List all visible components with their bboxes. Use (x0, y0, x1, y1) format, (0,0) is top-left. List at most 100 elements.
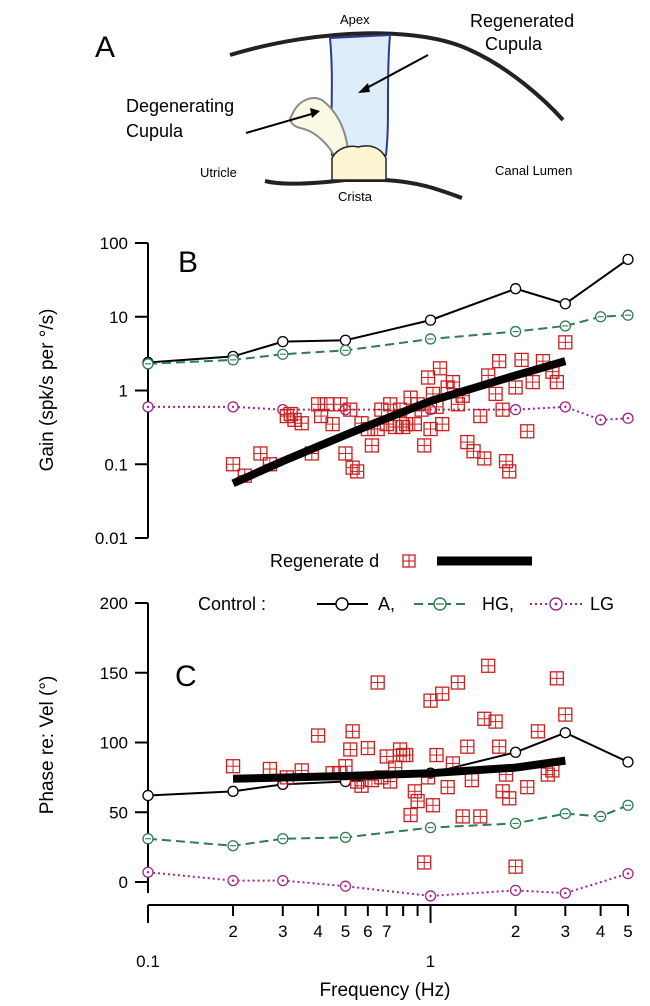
regenerated-point (360, 740, 375, 756)
regenerated-point (481, 658, 496, 673)
series-lg-point-mark (146, 871, 150, 874)
x-tick-label: 3 (561, 922, 570, 941)
series-lg-point-mark (599, 418, 602, 422)
regenerated-point (455, 809, 470, 824)
series-a-point (424, 314, 437, 326)
regenerated-point (435, 416, 450, 432)
series-lg-line (147, 871, 629, 897)
regenerated-point (473, 408, 488, 424)
panel-b-y-ticks: 100 10 1 0.1 0.01 (95, 234, 148, 548)
legend-lg-label: LG (590, 594, 614, 614)
legend-regenerated-marker (402, 554, 416, 568)
regenerated-point (350, 464, 365, 479)
legend-hg-label: HG, (482, 594, 514, 614)
regenerated-point (525, 374, 540, 390)
panel-b-gain-plot: B Gain (spk/s per °/s) 100 10 1 0.1 0.01 (37, 234, 634, 548)
degenerating-label-1: Degenerating (126, 96, 234, 116)
regenerated-point (420, 370, 436, 385)
x-tick-label: 6 (363, 922, 372, 941)
regenerated-point (473, 809, 488, 824)
regenerated-point (343, 402, 358, 417)
regenerated-point (294, 416, 309, 431)
y-tick-label: 10 (109, 308, 128, 327)
regenerated-label-1: Regenerated (470, 11, 574, 31)
series-lg-point-mark (626, 417, 630, 420)
regenerated-point (395, 419, 411, 435)
regenerated-point (435, 686, 450, 701)
series-a-point (509, 746, 522, 758)
regenerated-point (417, 438, 432, 453)
x-tick-label: 5 (341, 922, 350, 941)
canal-lumen-label: Canal Lumen (495, 163, 572, 178)
series-lg-point-mark (281, 879, 284, 882)
panel-c-y-ticks: 200 150 100 50 0 (100, 594, 148, 892)
regenerated-point (460, 739, 475, 754)
panel-a-schematic: A Apex Regenerated Cupula Degenerating C… (95, 11, 574, 204)
y-tick-label: 50 (109, 803, 128, 822)
regenerated-point (429, 747, 444, 763)
legend-a-marker (335, 597, 349, 611)
regenerated-point (333, 397, 348, 412)
regenerated-point (338, 446, 353, 461)
regenerated-point (558, 335, 573, 350)
series-lg-line (148, 405, 629, 421)
regenerated-point (440, 779, 455, 795)
regenerated-point (549, 671, 565, 686)
series-a-point (339, 334, 352, 346)
series-a-point (559, 298, 571, 310)
y-tick-label: 0 (119, 873, 128, 892)
regenerated-point (495, 402, 510, 417)
panel-c-x-ticks: 0.12 3 4 5 6 712 3 4 5 (136, 905, 633, 971)
regenerated-point (530, 724, 546, 739)
series-lg-point-mark (514, 408, 517, 411)
series-lg-point-mark (626, 872, 630, 875)
series-a-point (622, 253, 634, 266)
regenerated-point (343, 742, 358, 757)
regenerated-point (502, 791, 517, 806)
regenerated-point (410, 793, 425, 809)
series-lg-point-mark (344, 884, 347, 888)
series-hg-line (147, 804, 629, 847)
regenerated-point (374, 402, 389, 417)
regenerated-point (423, 421, 438, 437)
panel-c-y-label: Phase re: Vel (°) (37, 676, 58, 815)
legend-regenerated-label: Regenerate d (270, 551, 379, 571)
x-tick-label: 2 (511, 922, 520, 941)
regenerated-cupula (328, 33, 392, 156)
x-tick-label: 3 (278, 922, 287, 941)
regenerated-point (225, 457, 241, 472)
x-tick-label: 2 (228, 922, 237, 941)
regenerated-point (425, 798, 441, 813)
regenerated-fit-line (232, 756, 566, 783)
regenerated-point (399, 747, 414, 763)
regenerated-point (549, 374, 565, 390)
y-tick-label: 1 (119, 382, 128, 401)
regenerated-point (325, 416, 340, 432)
series-a-point (622, 756, 634, 768)
regenerated-point (502, 464, 517, 479)
regenerated-point (225, 759, 241, 774)
panel-c-x-label: Frequency (Hz) (320, 980, 451, 1001)
regenerated-label-2: Cupula (485, 34, 543, 54)
regenerated-point (508, 380, 523, 395)
regenerated-point (287, 412, 302, 427)
regenerated-point (492, 354, 507, 369)
regenerated-point (514, 352, 529, 368)
panel-c-letter: C (175, 660, 197, 693)
y-tick-label: 100 (100, 234, 128, 253)
regenerated-point (253, 446, 268, 461)
utricle-label: Utricle (200, 165, 237, 180)
regenerated-point (364, 438, 380, 453)
regenerated-point (313, 408, 329, 424)
regenerated-fit-line (231, 357, 567, 488)
x-tick-label: 4 (596, 922, 605, 941)
regenerated-point (450, 397, 466, 412)
regenerated-point (319, 397, 335, 412)
regenerated-point (262, 761, 278, 777)
series-a-line (147, 258, 629, 364)
legend: Regenerate d Control : A, HG, LG (198, 551, 614, 614)
regenerated-point (520, 424, 535, 439)
regenerated-point (488, 386, 503, 402)
series-lg-point-mark (564, 405, 567, 409)
